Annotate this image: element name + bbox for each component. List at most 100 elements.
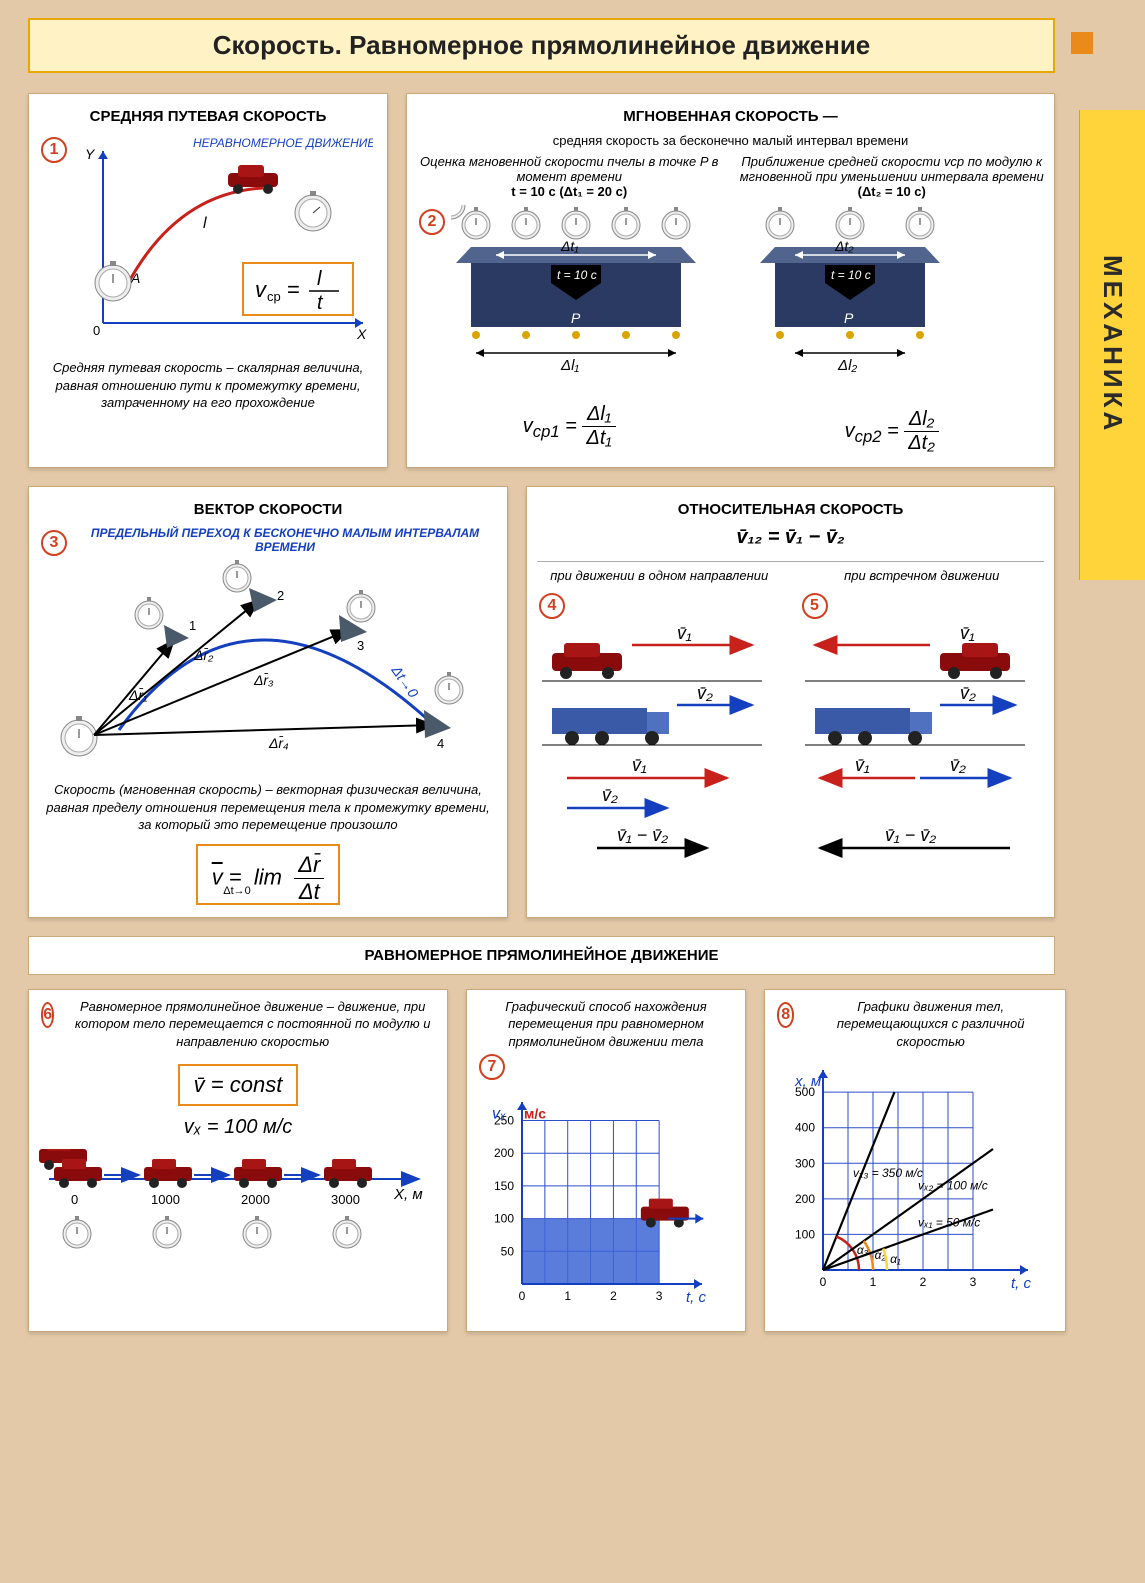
panel2-right-hdr: Приближение средней скорости vср по моду…: [740, 154, 1045, 199]
panel-average-speed: СРЕДНЯЯ ПУТЕВАЯ СКОРОСТЬ 1 НЕРАВНОМЕРНОЕ…: [28, 93, 388, 468]
svg-text:v̄₁: v̄₁: [632, 755, 647, 775]
svg-text:200: 200: [494, 1147, 514, 1161]
svg-text:vₓ: vₓ: [492, 1106, 506, 1123]
svg-text:Δr̄₃: Δr̄₃: [253, 672, 274, 688]
panel6-vx: vₓ = 100 м/с: [39, 1116, 437, 1139]
svg-text:200: 200: [795, 1192, 815, 1206]
panel1-diagram: НЕРАВНОМЕРНОЕ ДВИЖЕНИЕ 0 X Y A l: [73, 133, 373, 353]
badge-4: 4: [539, 593, 565, 619]
panel6-timeline: X, м 0 1000 2000 3000: [39, 1149, 439, 1259]
panel3-diagram-label: ПРЕДЕЛЬНЫЙ ПЕРЕХОД К БЕСКОНЕЧНО МАЛЫМ ИН…: [73, 526, 497, 554]
panel2-sub: средняя скорость за бесконечно малый инт…: [417, 133, 1044, 154]
svg-text:X, м: X, м: [393, 1186, 423, 1203]
panel6-hdr: Равномерное прямолинейное движение – дви…: [68, 998, 437, 1051]
panel4-right-hdr: при встречном движении: [800, 568, 1045, 583]
badge-6: 6: [41, 1002, 54, 1028]
svg-text:0: 0: [820, 1275, 827, 1289]
svg-text:v̄₂: v̄₂: [950, 755, 966, 775]
svg-text:Δl₂: Δl₂: [837, 357, 857, 374]
svg-text:X: X: [356, 326, 367, 342]
svg-text:Δt→0: Δt→0: [388, 662, 422, 701]
svg-text:v̄₂: v̄₂: [960, 683, 976, 703]
panel7-hdr: Графический способ нахождения перемещени…: [477, 998, 735, 1051]
panel4-left-diagram: v̄₁ v̄₂ v̄₁ v̄₂ v̄₁ − v̄₂: [537, 623, 767, 883]
panel-instant-speed: МГНОВЕННАЯ СКОРОСТЬ — средняя скорость з…: [406, 93, 1055, 468]
svg-text:4: 4: [437, 736, 444, 751]
panel7-chart: 501001502002500123vₓм/сt, с: [477, 1084, 737, 1314]
svg-text:v̄₁ − v̄₂: v̄₁ − v̄₂: [617, 825, 668, 845]
svg-text:Y: Y: [85, 146, 96, 162]
svg-text:v̄₁: v̄₁: [960, 623, 975, 643]
svg-text:0: 0: [93, 323, 100, 338]
panel8-hdr: Графики движения тел, перемещающихся с р…: [806, 998, 1055, 1051]
side-tab-label: МЕХАНИКА: [1097, 255, 1128, 434]
panel8-chart: 1002003004005000123x, мt, сvₓ₃ = 350 м/с…: [775, 1050, 1055, 1300]
panel-uniform-motion: 6 Равномерное прямолинейное движение – д…: [28, 989, 448, 1333]
svg-text:м/с: м/с: [524, 1106, 546, 1122]
svg-text:l: l: [203, 215, 207, 232]
svg-text:Δt₁: Δt₁: [560, 238, 579, 254]
svg-text:Δr̄₄: Δr̄₄: [268, 735, 289, 751]
panel2-left-formula: vср1 = Δl₁Δt₁: [417, 403, 722, 450]
svg-text:x, м: x, м: [794, 1073, 821, 1090]
badge-7: 7: [479, 1054, 505, 1080]
svg-text:v̄₁: v̄₁: [855, 755, 870, 775]
panel1-title: СРЕДНЯЯ ПУТЕВАЯ СКОРОСТЬ: [39, 102, 377, 133]
svg-text:t = 10 c: t = 10 c: [557, 268, 597, 282]
panel4-title: ОТНОСИТЕЛЬНАЯ СКОРОСТЬ: [537, 495, 1044, 520]
title-corner-square: [1071, 32, 1093, 54]
side-tab: МЕХАНИКА: [1079, 110, 1145, 580]
page-title-band: Скорость. Равномерное прямолинейное движ…: [28, 18, 1055, 73]
svg-text:3: 3: [656, 1289, 663, 1303]
panel2-right-diagram: Δt₂ t = 10 c P Δl₂: [740, 205, 960, 395]
svg-text:50: 50: [501, 1245, 515, 1259]
svg-text:P: P: [844, 310, 854, 326]
svg-text:Δr̄₂: Δr̄₂: [193, 647, 214, 663]
svg-text:НЕРАВНОМЕРНОЕ ДВИЖЕНИЕ: НЕРАВНОМЕРНОЕ ДВИЖЕНИЕ: [193, 136, 373, 150]
svg-text:1: 1: [870, 1275, 877, 1289]
svg-text:α₁: α₁: [890, 1252, 901, 1266]
panel4-left-hdr: при движении в одном направлении: [537, 568, 782, 583]
badge-1: 1: [41, 137, 67, 163]
stopwatch-icon: [295, 191, 331, 231]
svg-text:100: 100: [494, 1212, 514, 1226]
svg-text:t, с: t, с: [686, 1289, 707, 1306]
svg-text:vₓ₁ = 50 м/с: vₓ₁ = 50 м/с: [918, 1216, 980, 1230]
svg-text:0: 0: [71, 1192, 78, 1207]
svg-text:ср: ср: [267, 289, 281, 304]
svg-text:3: 3: [357, 638, 364, 653]
svg-text:3000: 3000: [331, 1192, 360, 1207]
svg-text:A: A: [130, 270, 140, 286]
panel-graph-area: Графический способ нахождения перемещени…: [466, 989, 746, 1333]
section-uniform-title: РАВНОМЕРНОЕ ПРЯМОЛИНЕЙНОЕ ДВИЖЕНИЕ: [28, 936, 1055, 975]
badge-2: 2: [419, 209, 445, 235]
svg-text:v̄₂: v̄₂: [697, 683, 713, 703]
badge-5: 5: [802, 593, 828, 619]
svg-text:Δr̄₁: Δr̄₁: [128, 687, 148, 703]
svg-text:3: 3: [970, 1275, 977, 1289]
panel1-caption: Средняя путевая скорость – скалярная вел…: [39, 359, 377, 412]
svg-text:vₓ₃ = 350 м/с: vₓ₃ = 350 м/с: [853, 1166, 923, 1180]
svg-text:Δt₂: Δt₂: [834, 238, 854, 254]
svg-text:v̄₁: v̄₁: [677, 623, 692, 643]
panel4-right-diagram: v̄₁ v̄₂ v̄₁ v̄₂ v̄₁ − v̄₂: [800, 623, 1030, 883]
svg-text:2: 2: [277, 588, 284, 603]
svg-text:t = 10 c: t = 10 c: [831, 268, 871, 282]
panel-velocity-vector: ВЕКТОР СКОРОСТИ 3 ПРЕДЕЛЬНЫЙ ПЕРЕХОД К Б…: [28, 486, 508, 918]
badge-8: 8: [777, 1002, 794, 1028]
svg-text:v̄₂: v̄₂: [602, 785, 618, 805]
stopwatch-icon: [95, 261, 131, 301]
panel3-title: ВЕКТОР СКОРОСТИ: [39, 495, 497, 526]
panel2-left-hdr: Оценка мгновенной скорости пчелы в точке…: [417, 154, 722, 199]
panel6-formula-box: v̄ = const: [178, 1064, 299, 1106]
svg-text:150: 150: [494, 1179, 514, 1193]
panel3-caption: Скорость (мгновенная скорость) – векторн…: [39, 781, 497, 834]
svg-text:1: 1: [564, 1289, 571, 1303]
svg-text:2000: 2000: [241, 1192, 270, 1207]
svg-text:0: 0: [519, 1289, 526, 1303]
panel2-left-diagram: Δt₁ t = 10 c P Δl₁: [451, 205, 711, 395]
panel2-title: МГНОВЕННАЯ СКОРОСТЬ —: [417, 102, 1044, 133]
svg-text:v̄₁ − v̄₂: v̄₁ − v̄₂: [885, 825, 936, 845]
badge-3: 3: [41, 530, 67, 556]
svg-text:100: 100: [795, 1228, 815, 1242]
